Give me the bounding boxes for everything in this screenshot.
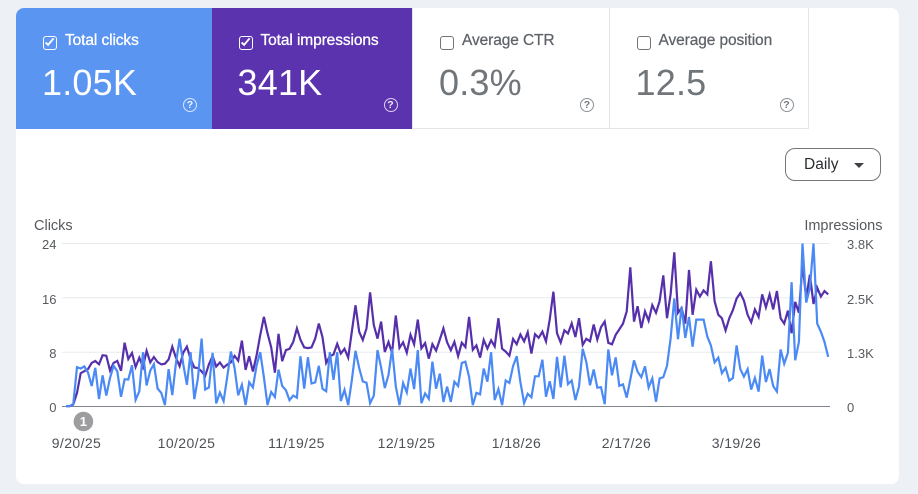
svg-text:1: 1 xyxy=(80,414,87,429)
